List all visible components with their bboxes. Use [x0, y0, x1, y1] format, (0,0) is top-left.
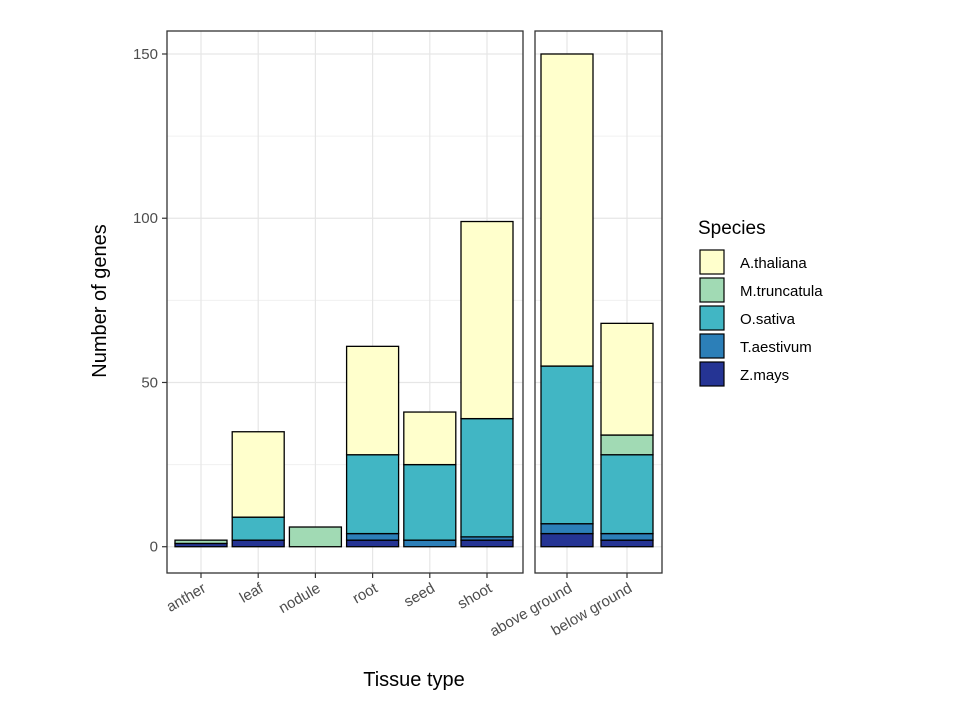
legend-title: Species	[698, 218, 766, 239]
x-tick-label-seed: seed	[401, 580, 438, 611]
bar-segment-shoot-o-sativa	[460, 417, 514, 538]
bar-segment-below-ground-a-thaliana	[600, 322, 654, 436]
bar-stack-leaf	[231, 431, 285, 548]
x-tick-label-root: root	[350, 579, 382, 607]
bar-segment-shoot-z-mays	[460, 539, 514, 548]
bar-stack-nodule	[288, 526, 343, 548]
bar-segment-above-ground-z-mays	[540, 532, 594, 548]
y-axis: 0 50 100 150	[133, 46, 167, 556]
bar-segment-above-ground-a-thaliana	[540, 53, 594, 367]
bar-stack-anther	[174, 539, 228, 548]
x-tick-label-shoot: shoot	[455, 579, 496, 612]
legend-item-z-mays: Z.mays	[699, 361, 789, 387]
bar-segment-nodule-m-truncatula	[288, 526, 343, 548]
bar-segment-root-z-mays	[345, 539, 400, 548]
bar-segment-below-ground-o-sativa	[600, 454, 654, 535]
y-tick-label-100: 100	[133, 210, 158, 227]
bar-segment-seed-o-sativa	[403, 463, 457, 541]
legend-swatch	[699, 305, 725, 331]
bar-segment-below-ground-m-truncatula	[600, 434, 654, 456]
bar-segment-shoot-a-thaliana	[460, 220, 514, 420]
bar-segment-seed-t-aestivum	[403, 539, 457, 548]
legend-swatch	[699, 249, 725, 275]
legend-item-m-truncatula: M.truncatula	[699, 277, 823, 303]
y-tick-label-50: 50	[141, 374, 158, 391]
bar-segment-leaf-z-mays	[231, 539, 285, 548]
legend-swatch	[699, 361, 725, 387]
bar-segment-leaf-a-thaliana	[231, 431, 285, 518]
legend-item-t-aestivum: T.aestivum	[699, 333, 812, 359]
legend: Species A.thaliana M.truncatula O.sativa T.…	[698, 218, 823, 387]
bar-segment-below-ground-z-mays	[600, 539, 654, 548]
legend-item-a-thaliana: A.thaliana	[699, 249, 807, 275]
legend-label: O.sativa	[740, 311, 796, 328]
legend-label: A.thaliana	[740, 255, 807, 272]
y-axis-title: Number of genes	[89, 224, 111, 377]
legend-label: Z.mays	[740, 367, 789, 384]
bar-segment-seed-a-thaliana	[403, 411, 457, 466]
panel-border	[166, 30, 524, 574]
bar-stack-shoot	[460, 220, 514, 548]
x-tick-label-anther: anther	[164, 580, 209, 616]
bar-segment-root-a-thaliana	[345, 345, 400, 456]
bar-segment-above-ground-o-sativa	[540, 365, 594, 525]
bar-segment-root-t-aestivum	[345, 532, 400, 541]
x-axis-title: Tissue type	[363, 669, 465, 691]
x-tick-label-nodule: nodule	[276, 580, 324, 617]
legend-label: M.truncatula	[740, 283, 823, 300]
bar-segment-leaf-o-sativa	[231, 516, 285, 541]
bar-stack-above-ground	[540, 53, 594, 548]
y-tick-label-150: 150	[133, 46, 158, 63]
legend-item-o-sativa: O.sativa	[699, 305, 796, 331]
bar-segment-root-o-sativa	[345, 454, 400, 535]
y-tick-label-0: 0	[150, 539, 158, 556]
bar-segment-below-ground-t-aestivum	[600, 532, 654, 541]
bar-segment-above-ground-t-aestivum	[540, 523, 594, 535]
panel-border	[534, 30, 663, 574]
bar-stack-below-ground	[600, 322, 654, 548]
legend-swatch	[699, 333, 725, 359]
bar-segment-anther-m-truncatula	[174, 539, 228, 545]
bar-stack-seed	[403, 411, 457, 548]
panel-1: anther leaf nodule root seed shoot	[164, 30, 524, 617]
legend-label: T.aestivum	[740, 339, 812, 356]
x-tick-label-leaf: leaf	[237, 579, 267, 606]
legend-swatch	[699, 277, 725, 303]
bar-stack-root	[345, 345, 400, 548]
